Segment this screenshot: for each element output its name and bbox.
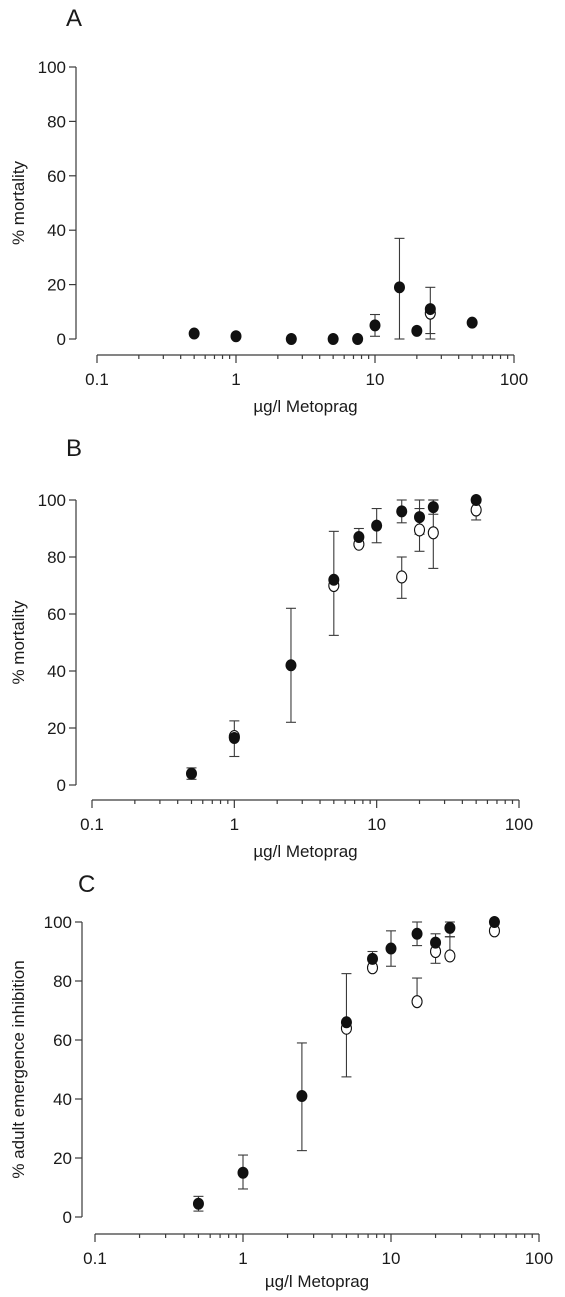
filled-point: [427, 501, 439, 514]
data-markers: [192, 916, 500, 1212]
y-tick-label: 60: [47, 167, 66, 186]
y-tick-label: 60: [53, 1031, 72, 1050]
filled-point: [411, 324, 423, 337]
y-tick-label: 0: [57, 776, 66, 795]
filled-point: [352, 333, 364, 345]
filled-point: [430, 936, 442, 949]
axes: [69, 499, 520, 808]
filled-point: [285, 659, 297, 672]
y-tick-label: 80: [53, 972, 72, 991]
y-tick-label: 80: [47, 112, 66, 131]
open-point: [396, 570, 408, 584]
filled-point: [411, 927, 423, 940]
x-tick-label: 0.1: [83, 1249, 107, 1268]
filled-point: [353, 531, 365, 544]
y-tick-label: 0: [63, 1208, 72, 1227]
x-tick-label: 100: [505, 815, 533, 834]
x-tick-label: 1: [231, 370, 240, 389]
y-tick-label: 40: [47, 221, 66, 240]
filled-point: [444, 921, 456, 934]
filled-point: [192, 1197, 204, 1210]
x-tick-label: 1: [238, 1249, 247, 1268]
x-axis-label: µg/l Metoprag: [253, 842, 357, 861]
panel-c: C 0 20 40 60 80 100 0.1 1 10 100 µg/l Metoprag % ad…: [9, 871, 553, 1291]
x-tick-label: 1: [230, 815, 239, 834]
x-tick-label: 100: [525, 1249, 553, 1268]
y-axis-label: % mortality: [9, 160, 28, 245]
open-point: [411, 995, 423, 1009]
filled-point: [296, 1090, 308, 1103]
filled-point: [367, 952, 379, 965]
filled-point: [285, 333, 297, 345]
filled-point: [466, 316, 478, 329]
panel-a-letter: A: [66, 5, 82, 32]
filled-point: [185, 767, 197, 780]
y-tick-label: 100: [44, 913, 72, 932]
filled-point: [396, 505, 408, 518]
y-tick-label: 100: [38, 58, 66, 77]
y-tick-label: 60: [47, 605, 66, 624]
filled-point: [371, 519, 383, 532]
filled-point: [385, 942, 397, 955]
x-tick-label: 10: [382, 1249, 401, 1268]
filled-point: [228, 731, 240, 744]
y-tick-label: 20: [53, 1149, 72, 1168]
filled-point: [340, 1016, 352, 1029]
panel-b: B 0 20 40 60 80 100 0.1 1 10 100 µg/l Metoprag % mo…: [9, 435, 533, 861]
y-axis-label: % mortality: [9, 600, 28, 685]
filled-point: [188, 327, 200, 340]
x-tick-label: 100: [500, 370, 528, 389]
panel-b-letter: B: [66, 435, 82, 462]
filled-point: [230, 330, 242, 343]
x-tick-label: 0.1: [85, 370, 109, 389]
x-tick-label: 10: [367, 815, 386, 834]
y-tick-label: 40: [53, 1090, 72, 1109]
y-tick-label: 20: [47, 276, 66, 295]
filled-point: [327, 333, 339, 345]
y-tick-label: 0: [57, 330, 66, 349]
filled-point: [414, 511, 426, 524]
panel-c-letter: C: [78, 871, 95, 898]
y-tick-label: 40: [47, 662, 66, 681]
filled-point: [237, 1166, 249, 1179]
panel-a: A 0 20 40 60 80 100 0.1 1 10 100 µg/l Metoprag % mo…: [9, 5, 528, 416]
filled-point: [470, 494, 482, 506]
y-axis-label: % adult emergence inhibition: [9, 960, 28, 1178]
filled-point: [369, 319, 381, 332]
filled-point: [488, 916, 500, 928]
open-point: [413, 523, 426, 537]
x-tick-label: 0.1: [80, 815, 104, 834]
filled-point: [424, 303, 436, 316]
y-tick-label: 20: [47, 719, 66, 738]
x-axis-label: µg/l Metoprag: [253, 397, 357, 416]
data-markers: [185, 494, 482, 780]
filled-point: [393, 281, 405, 294]
y-tick-label: 80: [47, 548, 66, 567]
x-axis-label: µg/l Metoprag: [265, 1272, 369, 1291]
x-tick-label: 10: [366, 370, 385, 389]
axes: [75, 921, 540, 1242]
axes: [69, 66, 515, 363]
data-markers: [188, 237, 478, 345]
filled-point: [328, 573, 340, 586]
open-point: [444, 949, 456, 963]
open-point: [427, 526, 439, 540]
y-tick-label: 100: [38, 491, 66, 510]
